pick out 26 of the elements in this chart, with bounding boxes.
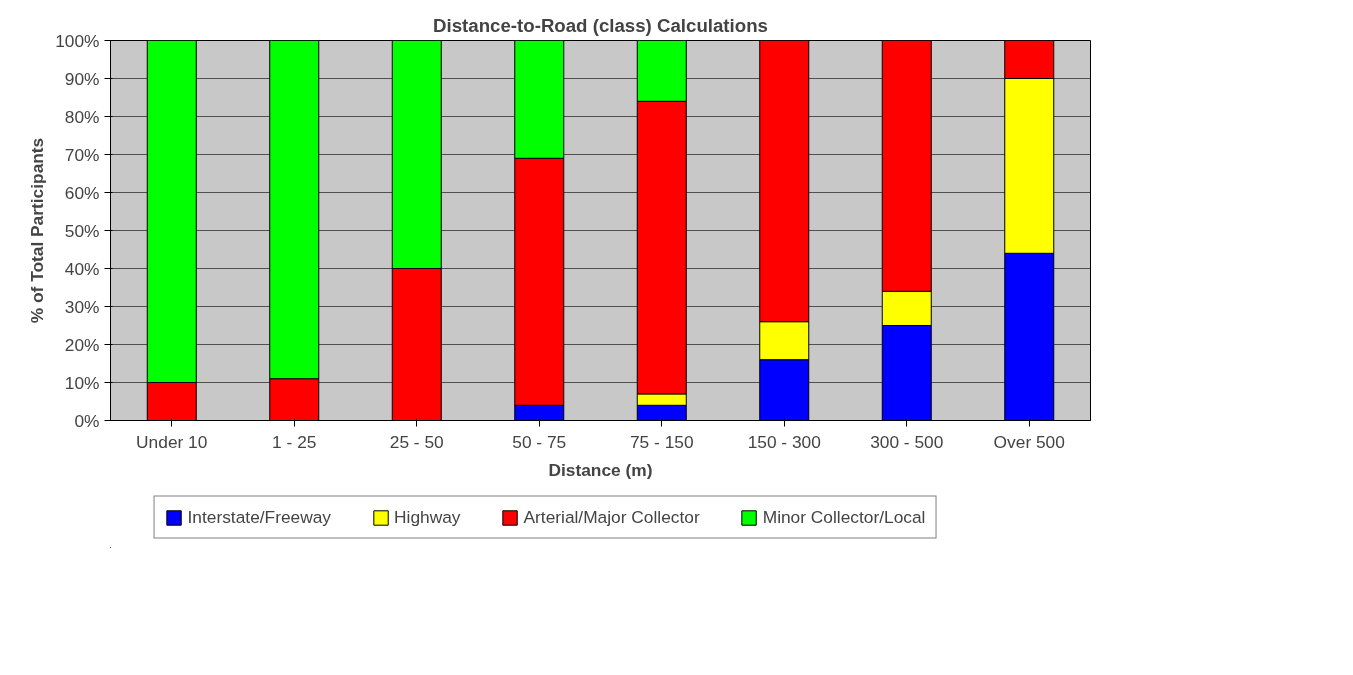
y-tick-label: 50%: [64, 220, 100, 241]
y-tick-label: 100%: [55, 30, 100, 51]
y-axis-title: % of Total Participants: [27, 137, 48, 324]
y-tick-label: 0%: [74, 410, 100, 431]
x-tick-label: Under 10: [136, 431, 208, 452]
y-tick-label: 30%: [64, 296, 100, 317]
y-tick-label: 80%: [64, 106, 100, 127]
legend-label: Minor Collector/Local: [762, 506, 926, 528]
x-tick-label: 75 - 150: [629, 431, 694, 452]
legend-label: Arterial/Major Collector: [523, 506, 700, 528]
y-tick-label: 40%: [64, 258, 100, 279]
x-axis-title: Distance (m): [548, 459, 653, 480]
x-tick-label: 25 - 50: [389, 431, 444, 452]
x-tick-label: 300 - 500: [870, 431, 944, 452]
y-tick-label: 60%: [64, 182, 100, 203]
x-tick-label: 50 - 75: [512, 431, 567, 452]
legend-label: Highway: [394, 506, 461, 528]
chart-title: Distance-to-Road (class) Calculations: [433, 14, 768, 36]
x-tick-label: 150 - 300: [747, 431, 821, 452]
y-tick-label: 20%: [64, 334, 100, 355]
y-tick-label: 10%: [64, 372, 100, 393]
legend-label: Interstate/Freeway: [187, 506, 332, 528]
y-tick-label: 90%: [64, 68, 100, 89]
y-tick-label: 70%: [64, 144, 100, 165]
x-tick-label: 1 - 25: [272, 431, 317, 452]
x-tick-label: Over 500: [993, 431, 1065, 452]
